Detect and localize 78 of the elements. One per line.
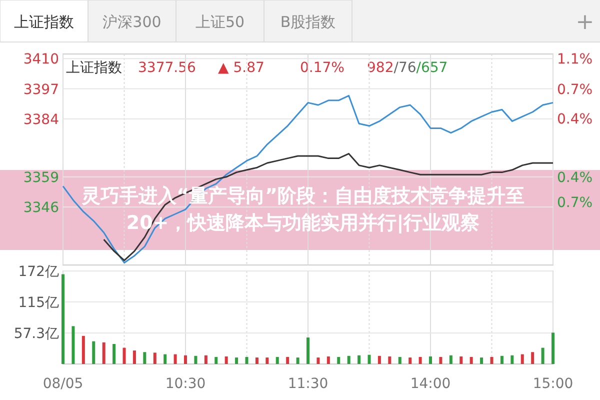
text: 上证指数 [14, 13, 74, 31]
y-tick-label: 3397 [23, 82, 59, 98]
bar [245, 356, 248, 364]
bar [439, 356, 442, 364]
text: 沪深300 [102, 13, 162, 31]
text: + [576, 10, 594, 35]
bar [531, 352, 534, 364]
y-tick-label: 3410 [23, 52, 59, 68]
bar [378, 356, 381, 364]
y-tick-label: 115亿 [18, 294, 59, 311]
bar [112, 344, 116, 364]
y-tick-label: 57.3亿 [14, 326, 59, 342]
y-tick-label: 3346 [23, 200, 60, 216]
bar [470, 356, 473, 364]
bar [552, 332, 554, 364]
bar [326, 356, 330, 364]
y2-tick-label: 1.1% [557, 51, 593, 68]
annotation: ▲ 5.87 [218, 60, 264, 76]
text: 上证50 [195, 13, 245, 31]
bar [316, 358, 320, 364]
bar [276, 356, 279, 364]
annotation: 上证指数 [66, 60, 122, 76]
bar [286, 356, 290, 364]
y2-tick-label: 0.4% [557, 112, 593, 128]
bar [72, 326, 75, 364]
y2-tick-label: 0.7% [557, 195, 593, 212]
annotation: 982/76/657 [367, 60, 448, 76]
y-tick-label: 3384 [23, 112, 60, 128]
x-tick-label: 11:30 [288, 376, 328, 392]
annotation: 3377.56 [138, 60, 196, 76]
text: B股指数 [280, 13, 336, 31]
bar [164, 354, 167, 364]
bar [143, 352, 146, 364]
line-series [62, 94, 554, 264]
x-tick-label: 15:00 [532, 376, 574, 392]
bar [358, 355, 361, 364]
x-tick-label: 14:00 [410, 376, 451, 392]
bar [266, 358, 269, 364]
bar [122, 348, 126, 364]
bar [347, 356, 350, 364]
bar [296, 358, 300, 364]
y2-tick-label: 0.7% [557, 82, 593, 98]
y2-tick-label: 0.4% [557, 170, 593, 186]
bar [184, 355, 187, 364]
bar [224, 356, 228, 364]
bar [153, 352, 156, 364]
bar [480, 358, 484, 364]
y-tick-label: 172亿 [18, 264, 59, 280]
bar [82, 336, 85, 364]
x-tick-label: 08/05 [42, 376, 84, 392]
bar [368, 354, 371, 364]
bar [204, 355, 208, 364]
y-tick-label: 3359 [23, 170, 59, 186]
bar [418, 356, 422, 364]
bar [398, 356, 402, 364]
bar [541, 348, 544, 364]
bar [449, 355, 452, 364]
bar [214, 356, 218, 364]
bar [132, 350, 136, 364]
bar [255, 358, 258, 364]
annotation: 0.17% [300, 60, 344, 76]
bar [62, 274, 64, 364]
bar [92, 341, 96, 364]
bar [306, 338, 310, 364]
bar [235, 358, 238, 364]
bar [510, 355, 514, 364]
bar [174, 354, 177, 364]
bar [429, 356, 432, 364]
bar [102, 342, 106, 364]
bar [490, 356, 494, 364]
bar [460, 356, 463, 364]
bar [500, 356, 504, 364]
x-tick-label: 10:30 [165, 376, 206, 392]
bar [388, 356, 392, 364]
bar [337, 356, 340, 364]
bar [194, 356, 198, 364]
bar [408, 358, 412, 364]
bar [520, 354, 524, 364]
